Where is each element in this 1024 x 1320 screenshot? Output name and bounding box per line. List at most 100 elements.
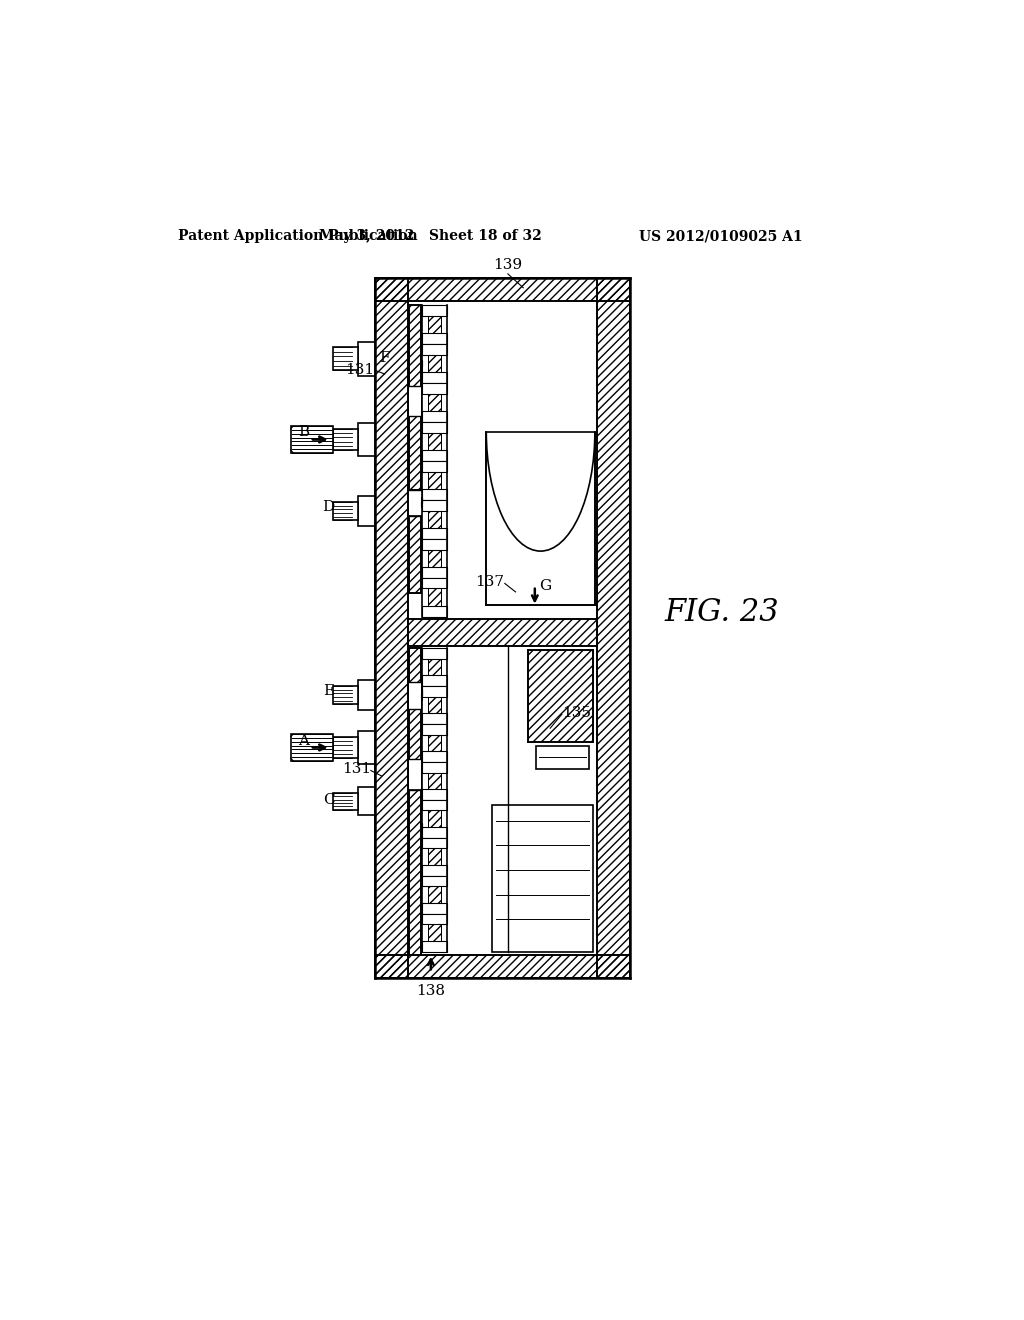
- Bar: [410, 516, 421, 594]
- Bar: [428, 355, 441, 372]
- Bar: [422, 686, 447, 697]
- Bar: [428, 810, 441, 828]
- Bar: [422, 539, 447, 549]
- Bar: [408, 301, 597, 956]
- Bar: [528, 649, 593, 742]
- Bar: [410, 305, 421, 490]
- Bar: [422, 566, 447, 578]
- Bar: [333, 429, 358, 450]
- Bar: [376, 956, 630, 978]
- Bar: [422, 383, 447, 393]
- Text: 138: 138: [417, 983, 445, 998]
- Bar: [410, 789, 421, 956]
- Bar: [358, 681, 376, 710]
- Bar: [422, 838, 447, 849]
- Bar: [428, 393, 441, 411]
- Bar: [422, 343, 447, 355]
- Bar: [376, 277, 408, 978]
- Bar: [422, 528, 447, 539]
- Bar: [428, 589, 441, 606]
- Bar: [376, 277, 630, 301]
- Bar: [358, 496, 376, 525]
- Text: 131: 131: [345, 363, 375, 378]
- Bar: [410, 490, 421, 516]
- Text: 139: 139: [494, 259, 522, 272]
- Bar: [597, 277, 630, 978]
- Bar: [422, 648, 447, 659]
- Text: D: D: [323, 500, 335, 515]
- Bar: [291, 734, 333, 760]
- Bar: [422, 789, 447, 800]
- Bar: [333, 502, 358, 520]
- Bar: [333, 686, 358, 705]
- Bar: [422, 913, 447, 924]
- Bar: [422, 305, 447, 315]
- Bar: [376, 277, 630, 301]
- Text: US 2012/0109025 A1: US 2012/0109025 A1: [639, 230, 803, 243]
- Bar: [428, 886, 441, 903]
- Bar: [428, 315, 441, 333]
- Bar: [428, 924, 441, 941]
- Text: A: A: [298, 734, 309, 747]
- Bar: [410, 516, 421, 594]
- Bar: [333, 737, 358, 758]
- Bar: [422, 903, 447, 913]
- Bar: [428, 355, 441, 372]
- Bar: [528, 649, 593, 742]
- Bar: [422, 828, 447, 838]
- Bar: [408, 619, 597, 645]
- Bar: [428, 886, 441, 903]
- Text: F: F: [379, 351, 390, 364]
- Bar: [422, 499, 447, 511]
- Bar: [428, 697, 441, 713]
- Text: B: B: [298, 425, 309, 438]
- Text: May 3, 2012   Sheet 18 of 32: May 3, 2012 Sheet 18 of 32: [319, 230, 543, 243]
- Bar: [428, 511, 441, 528]
- Bar: [333, 793, 358, 809]
- Bar: [428, 511, 441, 528]
- Bar: [410, 648, 421, 789]
- Bar: [428, 589, 441, 606]
- Bar: [422, 372, 447, 383]
- Bar: [358, 342, 376, 376]
- Text: E: E: [324, 684, 335, 698]
- Bar: [422, 875, 447, 886]
- Bar: [428, 772, 441, 789]
- Bar: [428, 697, 441, 713]
- Bar: [358, 424, 376, 455]
- Bar: [422, 865, 447, 875]
- Bar: [428, 659, 441, 676]
- Bar: [422, 450, 447, 461]
- Bar: [410, 305, 421, 490]
- Bar: [358, 731, 376, 763]
- Bar: [422, 488, 447, 499]
- Text: G: G: [539, 578, 551, 593]
- Bar: [428, 924, 441, 941]
- Bar: [376, 277, 408, 978]
- Bar: [493, 805, 593, 952]
- Bar: [486, 432, 595, 605]
- Bar: [422, 751, 447, 762]
- Text: C: C: [323, 793, 335, 807]
- Bar: [428, 471, 441, 488]
- Bar: [428, 315, 441, 333]
- Bar: [333, 347, 358, 370]
- Text: 137: 137: [475, 576, 504, 589]
- Bar: [422, 800, 447, 810]
- Bar: [422, 676, 447, 686]
- Bar: [597, 277, 630, 978]
- Text: 135: 135: [562, 706, 591, 719]
- Bar: [291, 426, 333, 453]
- Bar: [422, 606, 447, 616]
- Bar: [410, 648, 421, 789]
- Bar: [422, 762, 447, 772]
- Bar: [358, 788, 376, 816]
- Bar: [422, 421, 447, 433]
- Bar: [422, 713, 447, 723]
- Bar: [410, 759, 421, 789]
- Bar: [428, 393, 441, 411]
- Bar: [428, 433, 441, 450]
- Bar: [536, 746, 590, 770]
- Text: 131: 131: [342, 762, 371, 776]
- Bar: [422, 333, 447, 343]
